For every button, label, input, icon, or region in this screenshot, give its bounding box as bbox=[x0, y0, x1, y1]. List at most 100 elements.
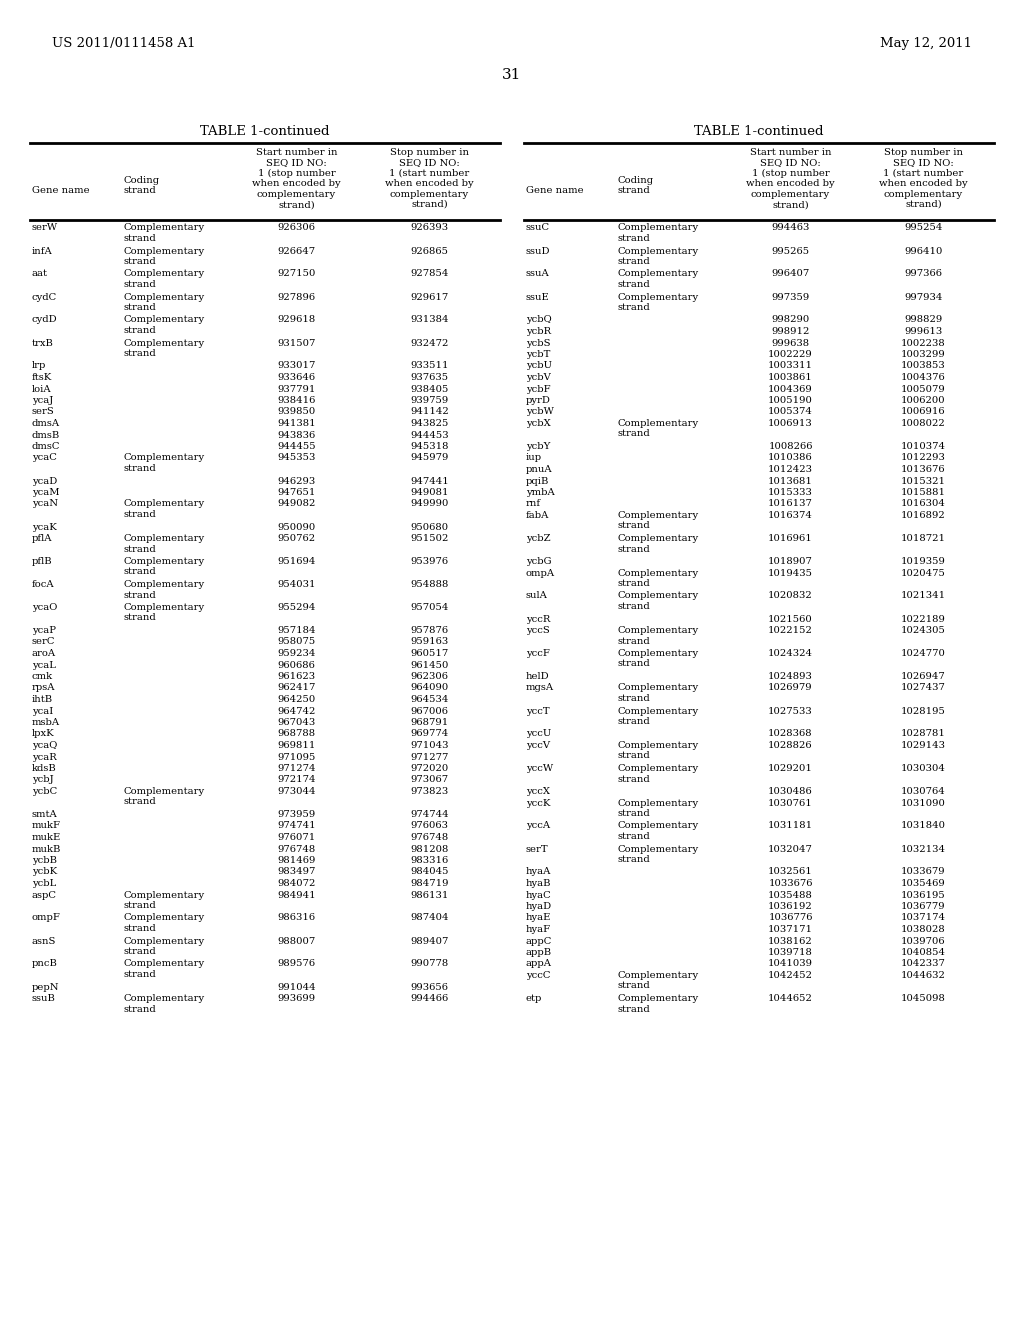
Text: 950762: 950762 bbox=[278, 535, 315, 543]
Text: 950680: 950680 bbox=[411, 523, 449, 532]
Text: 971095: 971095 bbox=[278, 752, 315, 762]
Text: 937791: 937791 bbox=[278, 384, 315, 393]
Text: Start number in
SEQ ID NO:
1 (stop number
when encoded by
complementary
strand): Start number in SEQ ID NO: 1 (stop numbe… bbox=[252, 148, 341, 209]
Text: mukB: mukB bbox=[32, 845, 61, 854]
Text: 973067: 973067 bbox=[411, 776, 449, 784]
Text: 937635: 937635 bbox=[411, 374, 449, 381]
Text: 1005374: 1005374 bbox=[768, 408, 813, 417]
Text: strand: strand bbox=[617, 832, 650, 841]
Text: 996410: 996410 bbox=[904, 247, 943, 256]
Text: appB: appB bbox=[526, 948, 552, 957]
Text: ycbJ: ycbJ bbox=[32, 776, 53, 784]
Text: strand: strand bbox=[617, 855, 650, 865]
Text: Complementary: Complementary bbox=[617, 535, 698, 543]
Text: 1006913: 1006913 bbox=[768, 418, 813, 428]
Text: 1019435: 1019435 bbox=[768, 569, 813, 578]
Text: 1003853: 1003853 bbox=[901, 362, 946, 371]
Text: 1031181: 1031181 bbox=[768, 821, 813, 830]
Text: 1032134: 1032134 bbox=[901, 845, 946, 854]
Text: 951502: 951502 bbox=[411, 535, 449, 543]
Text: ycbQ: ycbQ bbox=[526, 315, 552, 325]
Text: Complementary: Complementary bbox=[124, 338, 205, 347]
Text: 1016304: 1016304 bbox=[901, 499, 946, 508]
Text: yccT: yccT bbox=[526, 706, 550, 715]
Text: 1028826: 1028826 bbox=[768, 741, 813, 750]
Text: 964742: 964742 bbox=[278, 706, 315, 715]
Text: strand: strand bbox=[617, 280, 650, 289]
Text: 941381: 941381 bbox=[278, 418, 315, 428]
Text: 959163: 959163 bbox=[411, 638, 449, 647]
Text: ycbB: ycbB bbox=[32, 855, 57, 865]
Text: 989407: 989407 bbox=[411, 936, 449, 945]
Text: strand: strand bbox=[124, 510, 157, 519]
Text: 945318: 945318 bbox=[411, 442, 449, 451]
Text: 971274: 971274 bbox=[278, 764, 315, 774]
Text: 1020475: 1020475 bbox=[901, 569, 946, 578]
Text: 996407: 996407 bbox=[771, 269, 810, 279]
Text: Complementary: Complementary bbox=[124, 787, 205, 796]
Text: strand: strand bbox=[124, 304, 157, 312]
Text: 947651: 947651 bbox=[278, 488, 315, 498]
Text: Gene name: Gene name bbox=[32, 186, 90, 195]
Text: 1039718: 1039718 bbox=[768, 948, 813, 957]
Text: Complementary: Complementary bbox=[617, 223, 698, 232]
Text: 1015321: 1015321 bbox=[901, 477, 946, 486]
Text: 933646: 933646 bbox=[278, 374, 315, 381]
Text: 1015333: 1015333 bbox=[768, 488, 813, 498]
Text: ycbZ: ycbZ bbox=[526, 535, 551, 543]
Text: 961450: 961450 bbox=[411, 660, 449, 669]
Text: lpxK: lpxK bbox=[32, 730, 54, 738]
Text: 981469: 981469 bbox=[278, 855, 315, 865]
Text: 1040854: 1040854 bbox=[901, 948, 946, 957]
Text: 927854: 927854 bbox=[411, 269, 449, 279]
Text: ycbV: ycbV bbox=[526, 374, 551, 381]
Text: 1030486: 1030486 bbox=[768, 787, 813, 796]
Text: 954888: 954888 bbox=[411, 579, 449, 589]
Text: ycbS: ycbS bbox=[526, 338, 551, 347]
Text: Complementary: Complementary bbox=[617, 591, 698, 601]
Text: Complementary: Complementary bbox=[617, 418, 698, 428]
Text: 1003299: 1003299 bbox=[901, 350, 946, 359]
Text: fabA: fabA bbox=[526, 511, 549, 520]
Text: 973959: 973959 bbox=[278, 810, 315, 818]
Text: ycaR: ycaR bbox=[32, 752, 56, 762]
Text: 976071: 976071 bbox=[278, 833, 315, 842]
Text: Complementary: Complementary bbox=[124, 994, 205, 1003]
Text: strand: strand bbox=[124, 614, 157, 623]
Text: 929618: 929618 bbox=[278, 315, 315, 325]
Text: 1030764: 1030764 bbox=[901, 787, 946, 796]
Text: 976748: 976748 bbox=[411, 833, 449, 842]
Text: strand: strand bbox=[124, 234, 157, 243]
Text: pnuA: pnuA bbox=[526, 465, 553, 474]
Text: pflA: pflA bbox=[32, 535, 52, 543]
Text: serC: serC bbox=[32, 638, 55, 647]
Text: 990778: 990778 bbox=[411, 960, 449, 969]
Text: ycaC: ycaC bbox=[32, 454, 57, 462]
Text: lrp: lrp bbox=[32, 362, 46, 371]
Text: 933511: 933511 bbox=[411, 362, 449, 371]
Text: 1003861: 1003861 bbox=[768, 374, 813, 381]
Text: aat: aat bbox=[32, 269, 48, 279]
Text: hyaC: hyaC bbox=[526, 891, 552, 899]
Text: 1004376: 1004376 bbox=[901, 374, 946, 381]
Text: 1010374: 1010374 bbox=[901, 442, 946, 451]
Text: aroA: aroA bbox=[32, 649, 56, 657]
Text: May 12, 2011: May 12, 2011 bbox=[880, 37, 972, 50]
Text: strand: strand bbox=[124, 590, 157, 599]
Text: 1044652: 1044652 bbox=[768, 994, 813, 1003]
Text: strand: strand bbox=[124, 257, 157, 267]
Text: 974744: 974744 bbox=[411, 810, 449, 818]
Text: 976748: 976748 bbox=[278, 845, 315, 854]
Text: focA: focA bbox=[32, 579, 54, 589]
Text: sulA: sulA bbox=[526, 591, 548, 601]
Text: 973044: 973044 bbox=[278, 787, 315, 796]
Text: 939759: 939759 bbox=[411, 396, 449, 405]
Text: Complementary: Complementary bbox=[124, 579, 205, 589]
Text: strand: strand bbox=[617, 751, 650, 760]
Text: 1012423: 1012423 bbox=[768, 465, 813, 474]
Text: strand: strand bbox=[617, 304, 650, 312]
Text: 997359: 997359 bbox=[771, 293, 810, 301]
Text: 1037174: 1037174 bbox=[901, 913, 946, 923]
Text: mgsA: mgsA bbox=[526, 684, 554, 693]
Text: ycaK: ycaK bbox=[32, 523, 56, 532]
